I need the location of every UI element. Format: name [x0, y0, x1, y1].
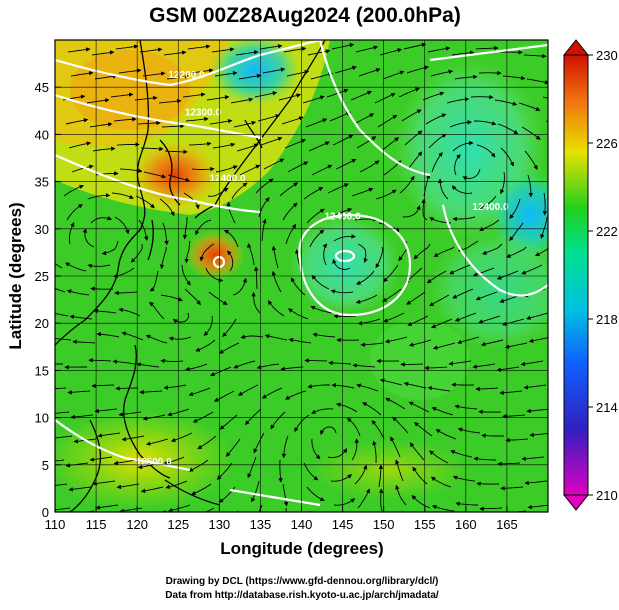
x-tick-label: 145 — [332, 517, 354, 532]
colorbar-ticks: 210 214 218 222 226 230 — [588, 48, 618, 503]
contour-label: 12300.0 — [185, 108, 222, 119]
x-axis-label: Longitude (degrees) — [220, 539, 383, 558]
y-axis-label: Latitude (degrees) — [6, 202, 25, 349]
colorbar-min-arrow — [564, 495, 588, 510]
x-tick-label: 150 — [373, 517, 395, 532]
colorbar-tick-label: 226 — [596, 136, 618, 151]
contour-label: 12500.0 — [136, 457, 173, 468]
streamline — [548, 49, 570, 50]
map-title: GSM 00Z28Aug2024 (200.0hPa) — [149, 4, 461, 27]
y-tick-label: 20 — [35, 316, 49, 331]
x-tick-label: 140 — [291, 517, 313, 532]
y-tick-label: 15 — [35, 363, 49, 378]
x-tick-label: 135 — [250, 517, 272, 532]
streamline — [117, 145, 139, 146]
y-tick-label: 35 — [35, 175, 49, 190]
colorbar: 210 214 218 222 226 230 — [564, 40, 618, 510]
y-tick-label: 30 — [35, 222, 49, 237]
x-tick-label: 120 — [126, 517, 148, 532]
y-tick-label: 25 — [35, 269, 49, 284]
colorbar-tick-label: 222 — [596, 224, 618, 239]
credit-drawing: Drawing by DCL (https://www.gfd-dennou.o… — [166, 576, 439, 587]
x-tick-label: 155 — [414, 517, 436, 532]
x-tick-label: 130 — [208, 517, 230, 532]
streamline — [549, 145, 565, 160]
contour-label: 12200.0 — [168, 70, 205, 81]
streamline — [305, 361, 327, 362]
y-tick-label: 0 — [42, 505, 49, 520]
colorbar-tick-label: 214 — [596, 400, 618, 415]
field-yellow-south-east — [310, 440, 470, 500]
colorbar-tick-label: 218 — [596, 312, 618, 327]
streamline — [552, 169, 563, 188]
streamline — [452, 385, 474, 386]
streamline — [546, 121, 565, 131]
x-tick-label: 125 — [167, 517, 189, 532]
y-tick-label: 45 — [35, 80, 49, 95]
colorbar-max-arrow — [564, 40, 588, 55]
credit-data: Data from http://database.rish.kyoto-u.a… — [165, 590, 439, 601]
y-tick-label: 40 — [35, 127, 49, 142]
colorbar-scale — [564, 55, 588, 495]
y-tick-label: 5 — [42, 458, 49, 473]
field-cool-north — [210, 35, 300, 105]
field-green-east — [370, 320, 470, 400]
plot-area: 12200.012300.012400.012400.012400.012500… — [41, 35, 573, 531]
contour-label: 12400.0 — [209, 174, 246, 185]
x-tick-label: 115 — [86, 517, 107, 532]
x-tick-label: 165 — [496, 517, 518, 532]
field-warm-north — [70, 50, 190, 130]
streamline — [401, 364, 423, 365]
colorbar-tick-label: 210 — [596, 488, 618, 503]
contour-label: 12400.0 — [472, 202, 509, 213]
x-tick-label: 160 — [455, 517, 477, 532]
field-warm-core-typhoon — [185, 230, 245, 280]
y-tick-label: 10 — [35, 411, 49, 426]
colorbar-tick-label: 230 — [596, 48, 618, 63]
